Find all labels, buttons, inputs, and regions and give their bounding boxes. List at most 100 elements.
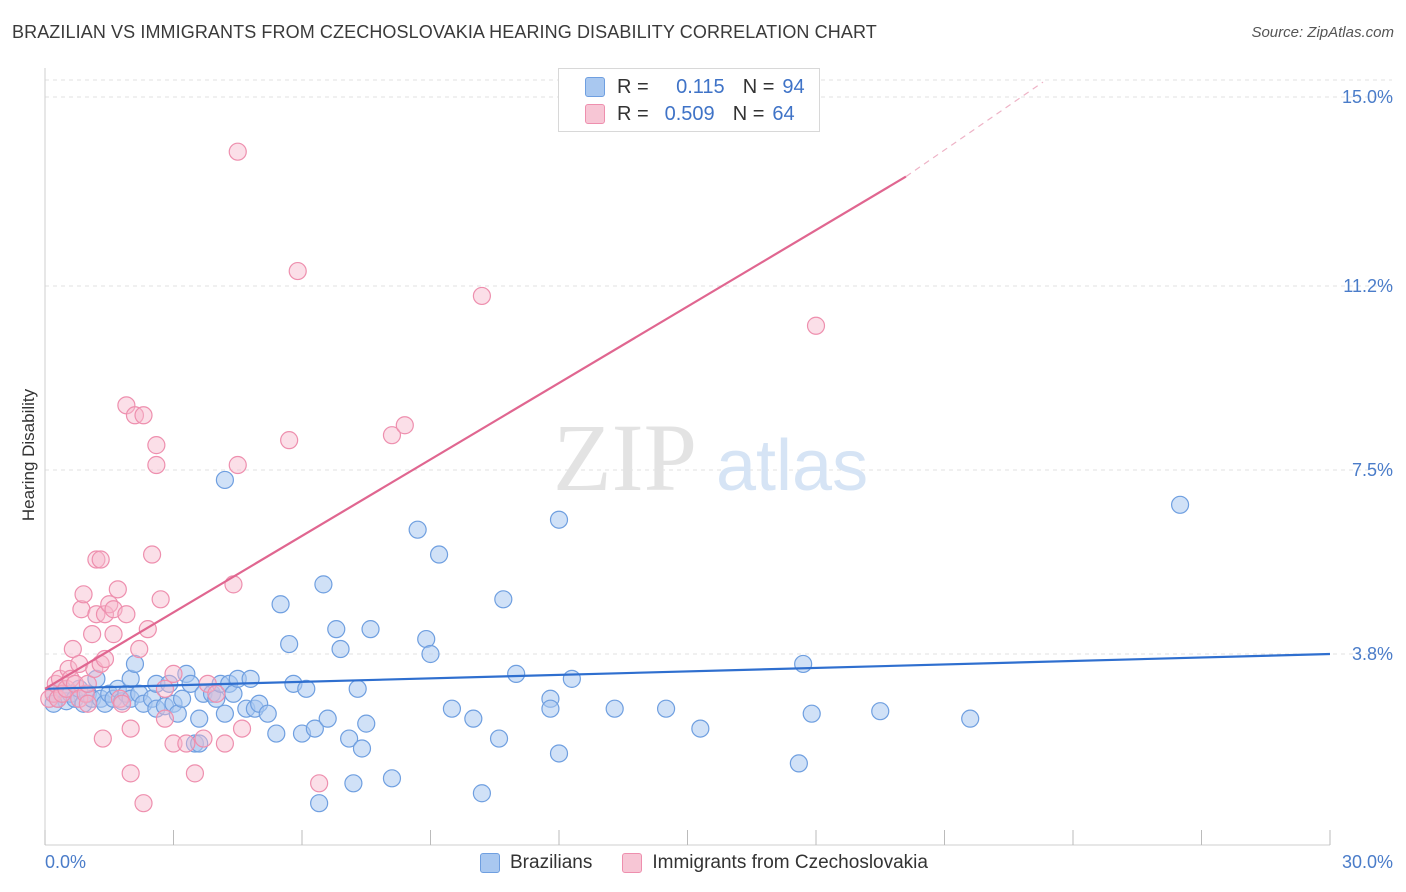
legend-swatch-blue — [585, 77, 605, 97]
brazilians-point — [361, 620, 380, 639]
series-brazilians — [44, 470, 1190, 813]
y-tick-label: 3.8% — [1352, 644, 1393, 664]
brazilians-point — [172, 689, 192, 708]
brazilians-point — [258, 704, 277, 723]
brazilians-point — [305, 719, 324, 738]
czechoslovakia-point — [310, 774, 329, 793]
trend-lines — [44, 81, 1331, 690]
watermark: ZIP atlas — [553, 404, 868, 511]
czechoslovakia-point — [108, 580, 127, 599]
legend-n-label: N = — [732, 102, 765, 125]
legend-n-value: 64 — [772, 102, 795, 125]
czechoslovakia-point — [232, 719, 252, 738]
czechoslovakia-point — [147, 455, 166, 475]
czechoslovakia-point — [121, 764, 140, 783]
brazilians-point — [541, 699, 560, 718]
brazilians-point — [489, 729, 509, 748]
czechoslovakia-trend-extension — [905, 81, 1044, 178]
czechoslovakia-point — [207, 684, 226, 703]
czechoslovakia-point — [164, 664, 183, 683]
czechoslovakia-point — [155, 709, 175, 728]
brazilians-point — [121, 669, 140, 688]
brazilians-point — [267, 724, 286, 743]
czechoslovakia-point — [472, 286, 491, 306]
czechoslovakia-point — [177, 734, 196, 753]
legend-swatch-pink — [585, 104, 605, 124]
brazilians-point — [382, 769, 402, 788]
brazilians-point — [331, 639, 350, 659]
y-tick-label: 7.5% — [1352, 460, 1393, 480]
czechoslovakia-point — [112, 694, 132, 713]
legend-swatch-pink — [622, 853, 643, 873]
czechoslovakia-point — [83, 625, 102, 644]
legend-row-czechoslovakia: R = 0.509 N = 64 — [585, 102, 795, 126]
x-tick-label-min: 0.0% — [45, 852, 86, 872]
watermark-atlas: atlas — [716, 426, 868, 506]
brazilians-point — [429, 545, 449, 564]
legend-r-label: R = — [617, 75, 649, 98]
brazilians-point — [344, 774, 363, 793]
czechoslovakia-point — [130, 639, 149, 659]
czechoslovakia-point — [224, 575, 243, 594]
brazilians-point — [215, 704, 234, 723]
czechoslovakia-point — [228, 142, 247, 161]
brazilians-point — [408, 520, 427, 539]
legend-label-brazilians: Brazilians — [510, 852, 593, 873]
czechoslovakia-point — [134, 794, 153, 813]
series-legend: Brazilians Immigrants from Czechoslovaki… — [480, 852, 958, 874]
brazilians-point — [310, 794, 329, 813]
x-tick-label-max: 30.0% — [1342, 852, 1393, 872]
brazilians-point — [494, 590, 513, 609]
brazilians-point — [549, 744, 569, 763]
legend-item-brazilians[interactable]: Brazilians — [480, 852, 592, 874]
brazilians-point — [280, 634, 299, 654]
brazilians-point — [472, 784, 491, 803]
correlation-legend: R = 0.115 N = 94 R = 0.509 N = 64 — [558, 68, 820, 132]
y-axis-label: Hearing Disability — [19, 388, 38, 521]
chart-title: BRAZILIAN VS IMMIGRANTS FROM CZECHOSLOVA… — [12, 22, 877, 42]
x-axis-ticks — [44, 830, 1331, 845]
brazilians-point — [241, 669, 260, 688]
brazilians-point — [691, 719, 710, 738]
brazilians-point — [190, 709, 209, 728]
brazilians-point — [871, 702, 890, 721]
legend-label-czechoslovakia: Immigrants from Czechoslovakia — [652, 852, 928, 873]
czechoslovakia-point — [87, 550, 106, 569]
brazilians-point — [464, 709, 483, 728]
brazilians-point — [224, 684, 243, 703]
brazilians-point — [215, 470, 234, 490]
brazilians-point — [125, 654, 145, 674]
czechoslovakia-point — [288, 261, 307, 281]
czechoslovakia-point — [185, 764, 205, 783]
czechoslovakia-point — [142, 545, 162, 564]
legend-row-brazilians: R = 0.115 N = 94 — [585, 75, 805, 99]
czechoslovakia-point — [78, 694, 97, 713]
czechoslovakia-point — [104, 625, 123, 644]
czechoslovakia-point — [382, 426, 402, 445]
legend-n-label: N = — [742, 75, 775, 98]
czechoslovakia-point — [280, 431, 299, 450]
czechoslovakia-point — [164, 734, 183, 753]
brazilians-point — [562, 669, 581, 688]
legend-r-label: R = — [617, 102, 649, 125]
czechoslovakia-point — [194, 729, 213, 748]
brazilians-point — [961, 709, 980, 728]
legend-r-value: 0.115 — [676, 75, 725, 98]
brazilians-trend-line — [44, 652, 1331, 690]
brazilians-point — [1170, 495, 1190, 514]
czechoslovakia-point — [134, 406, 153, 425]
y-tick-label: 11.2% — [1343, 276, 1393, 296]
brazilians-point — [421, 644, 440, 664]
source-note: Source: ZipAtlas.com — [1251, 24, 1394, 41]
brazilians-point — [271, 595, 290, 614]
czechoslovakia-point — [121, 719, 140, 738]
czechoslovakia-point — [228, 455, 247, 475]
brazilians-point — [327, 620, 346, 639]
watermark-zip: ZIP — [553, 404, 697, 511]
brazilians-point — [352, 739, 372, 758]
czechoslovakia-point — [151, 590, 170, 609]
czechoslovakia-point — [215, 734, 234, 753]
legend-item-czechoslovakia[interactable]: Immigrants from Czechoslovakia — [622, 852, 928, 874]
czechoslovakia-point — [95, 605, 115, 624]
czechoslovakia-point — [155, 679, 175, 698]
